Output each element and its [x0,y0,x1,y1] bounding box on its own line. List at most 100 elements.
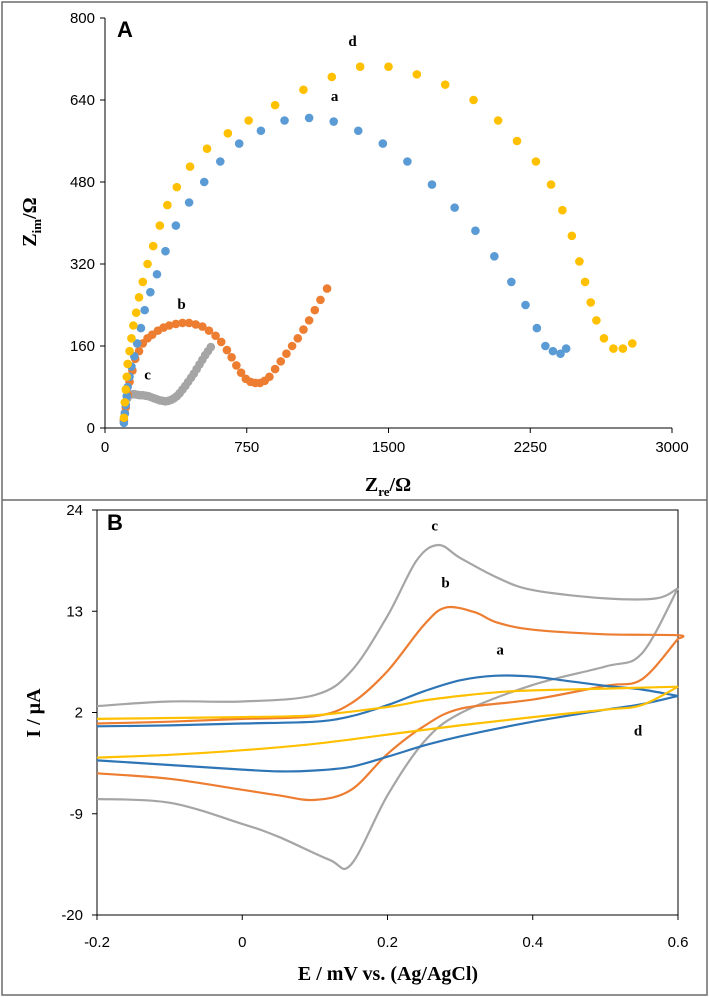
series-a-point [556,349,565,358]
series-a-point [234,139,244,148]
series-a-point [161,246,170,256]
series-a-forward-scan [96,674,679,728]
panel-b-tick-labels: -0.2 0 0.2 0.4 0.6 -20 -9 2 13 24 [61,502,688,951]
series-b-point [276,357,286,366]
series-a-point [507,277,516,287]
series-a-point [140,305,149,315]
panel-b-x-tick-label: 0.4 [522,934,543,951]
series-d-forward-scan [96,685,679,720]
series-d-point [575,257,584,266]
series-d-point [202,144,212,153]
series-b-forward-scan [96,605,685,725]
series-b-point [287,341,297,351]
series-d-point [531,157,541,166]
series-b-point [232,361,241,370]
series-d-point [586,298,596,307]
series-a-point [256,126,266,136]
series-b-point [322,284,332,293]
series-d-point [580,277,590,287]
series-b-point [316,295,325,305]
panel-a-y-tick-label: 640 [70,92,95,109]
series-d-point [185,162,195,171]
series-c-forward-scan [96,543,679,708]
series-a-label: a [331,89,339,105]
series-b-point [293,334,303,343]
series-a-point [548,346,558,356]
series-a-point [403,157,412,166]
panel-a-x-tick-label: 3000 [655,439,688,456]
series-d-point [384,62,393,71]
panel-b-x-tick-label: 0.2 [377,934,398,951]
series-a-point [280,116,289,125]
series-a-point [353,126,363,136]
series-d-point [122,372,132,382]
panel-b-y-tick-label: 13 [66,603,83,620]
series-d-point [123,359,132,369]
series-a-point [471,226,480,235]
series-d-point [270,100,280,110]
panel-a-x-tick-label: 1500 [372,439,405,456]
series-d-point [609,344,618,353]
panel-b-chart: B -0.2 0 0.2 0.4 0.6 -20 -9 2 13 24 c b a d E / mV v… [23,502,688,985]
series-b-point [304,316,314,325]
series-b-point [211,331,220,341]
series-b-points [119,284,332,425]
series-d-point [592,316,601,325]
cv-series-d-label: d [634,724,643,740]
panel-b-y-tick-label: -20 [61,907,83,924]
series-a-point [184,198,194,207]
panel-b-x-tick-label: -0.2 [84,934,110,951]
series-d-point [134,293,144,302]
panel-a-series [119,62,637,428]
cv-series-a-label: a [496,643,504,659]
panel-b-x-title: E / mV vs. (Ag/AgCl) [298,963,478,985]
series-d-point [440,80,450,89]
series-b-point [198,322,207,331]
series-d-point [129,321,138,330]
panel-a-y-tick-label: 0 [87,420,95,437]
series-c-point [206,342,216,352]
series-b-point [184,318,194,328]
series-a-point [541,341,550,351]
panel-a-y-title: Zim/Ω [19,197,44,246]
series-a-point [152,269,162,279]
panel-a-x-tick-label: 2250 [514,439,547,456]
series-b-point [216,337,226,347]
series-d-point [119,413,129,423]
series-d-point [127,334,136,343]
series-b-point [299,325,308,334]
panel-a-curve-labels: c b a d [144,34,357,383]
series-d-point [493,116,503,125]
series-d-point [546,180,556,189]
series-b-point [236,368,246,377]
series-d-point [412,70,422,79]
series-d-point [628,339,637,348]
series-a-point [132,339,142,348]
cv-series-b-label: b [441,575,449,591]
series-a-point [490,252,499,261]
series-c-reverse-scan [96,587,679,870]
series-b-label: b [177,297,185,313]
series-b-point [265,372,274,382]
series-a-point [215,157,225,166]
panel-a-y-tick-label: 480 [70,174,95,191]
series-d-point [131,308,141,317]
series-d-point [223,129,233,138]
series-a-point [171,221,181,230]
series-d-point [120,398,130,407]
series-d-point [138,277,148,287]
panel-a-x-title: Zre/Ω [365,474,411,499]
series-d-label: d [348,34,357,50]
series-d-point [469,95,478,105]
series-d-point [512,136,522,146]
series-d-point [155,221,165,230]
panel-b-y-tick-label: 24 [66,502,83,519]
series-b-point [204,326,214,335]
series-d-point [618,344,628,353]
series-b-point [227,352,236,362]
series-a-point [199,177,209,187]
series-b-point [222,345,232,355]
series-a-point [146,287,155,297]
